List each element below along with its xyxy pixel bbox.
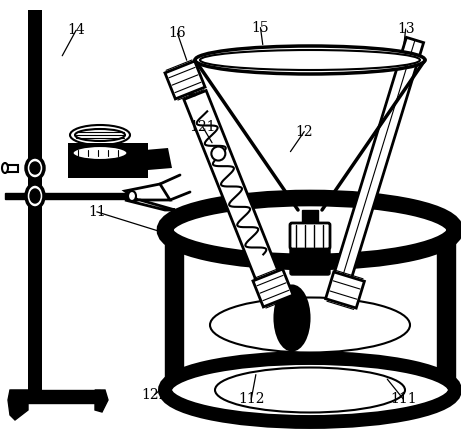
Polygon shape <box>437 230 455 390</box>
Ellipse shape <box>30 189 40 203</box>
Ellipse shape <box>75 129 125 141</box>
Ellipse shape <box>215 368 405 413</box>
Polygon shape <box>184 91 279 282</box>
Polygon shape <box>165 230 183 390</box>
Polygon shape <box>10 390 100 403</box>
Ellipse shape <box>26 184 44 208</box>
Text: 12: 12 <box>296 124 313 139</box>
Ellipse shape <box>2 163 8 173</box>
Text: 112: 112 <box>238 392 265 406</box>
Polygon shape <box>95 390 108 412</box>
Text: 121: 121 <box>189 120 216 134</box>
Ellipse shape <box>165 198 455 262</box>
Polygon shape <box>302 210 318 250</box>
Polygon shape <box>145 148 172 170</box>
FancyBboxPatch shape <box>290 243 330 275</box>
Polygon shape <box>68 143 148 178</box>
Polygon shape <box>8 390 28 420</box>
Text: 14: 14 <box>67 23 85 37</box>
Polygon shape <box>125 184 170 200</box>
Text: 111: 111 <box>390 392 417 406</box>
Text: 13: 13 <box>397 22 414 36</box>
Ellipse shape <box>200 50 420 70</box>
Text: 122: 122 <box>141 388 168 402</box>
Polygon shape <box>28 10 42 395</box>
Ellipse shape <box>211 147 225 161</box>
Ellipse shape <box>128 191 136 201</box>
Polygon shape <box>331 37 424 288</box>
Ellipse shape <box>274 285 309 351</box>
Ellipse shape <box>30 162 40 174</box>
Ellipse shape <box>26 157 44 179</box>
Polygon shape <box>5 165 18 172</box>
Bar <box>165 61 205 99</box>
Polygon shape <box>125 200 175 210</box>
Bar <box>253 269 293 307</box>
Ellipse shape <box>165 358 455 422</box>
Text: 15: 15 <box>252 21 269 35</box>
Ellipse shape <box>210 297 410 352</box>
Polygon shape <box>304 250 316 273</box>
Ellipse shape <box>70 125 130 145</box>
Ellipse shape <box>195 46 425 74</box>
Ellipse shape <box>72 146 128 160</box>
Text: 16: 16 <box>169 26 186 41</box>
Bar <box>325 272 364 308</box>
FancyBboxPatch shape <box>290 223 330 249</box>
Polygon shape <box>5 193 130 199</box>
Text: 11: 11 <box>88 205 106 219</box>
